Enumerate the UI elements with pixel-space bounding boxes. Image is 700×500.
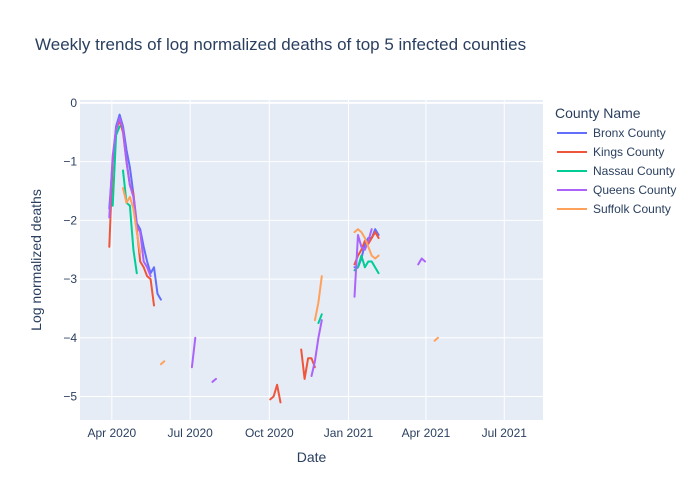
- series-line: [310, 319, 323, 377]
- series-line: [417, 257, 427, 266]
- series-line: [300, 348, 316, 380]
- grid: [80, 100, 543, 420]
- series-line: [353, 228, 373, 298]
- y-tick-label: −4: [63, 331, 77, 345]
- series-line: [433, 336, 439, 342]
- legend-title: County Name: [555, 105, 641, 121]
- y-tick-label: −5: [63, 390, 77, 404]
- y-tick-label: −1: [63, 155, 77, 169]
- series-line: [269, 383, 282, 404]
- series-line: [353, 228, 380, 260]
- legend-item[interactable]: Queens County: [557, 183, 676, 197]
- legend-item[interactable]: Suffolk County: [557, 202, 671, 216]
- legend-label: Bronx County: [593, 126, 666, 140]
- series-queens-county: [108, 116, 427, 383]
- y-tick-labels: 0 −1 −2 −3 −4 −5: [63, 96, 77, 404]
- y-tick-label: −2: [63, 213, 77, 227]
- legend-item[interactable]: Nassau County: [557, 164, 675, 178]
- x-tick-label: Jul 2021: [482, 426, 528, 440]
- chart-title: Weekly trends of log normalized deaths o…: [35, 35, 526, 54]
- x-axis-title: Date: [297, 449, 327, 465]
- series-line: [190, 336, 197, 369]
- series-line: [211, 377, 217, 383]
- legend: County Name Bronx County Kings County Nass…: [555, 105, 676, 216]
- legend-item[interactable]: Bronx County: [557, 126, 666, 140]
- legend-label: Queens County: [593, 183, 676, 197]
- x-tick-label: Jan 2021: [324, 426, 374, 440]
- y-tick-label: −3: [63, 272, 77, 286]
- legend-label: Nassau County: [593, 164, 675, 178]
- series-line: [353, 254, 380, 275]
- series-lines: [108, 113, 439, 404]
- x-tick-label: Jul 2020: [167, 426, 213, 440]
- x-tick-labels: Apr 2020 Jul 2020 Oct 2020 Jan 2021 Apr 2021…: [87, 426, 527, 440]
- series-line: [122, 187, 142, 254]
- y-axis-title: Log normalized deaths: [28, 189, 44, 331]
- series-line: [122, 169, 138, 275]
- y-tick-label: 0: [70, 96, 77, 110]
- x-tick-label: Apr 2020: [87, 426, 136, 440]
- series-line: [159, 360, 166, 366]
- plot-area: [80, 100, 543, 420]
- legend-label: Kings County: [593, 145, 664, 159]
- legend-item[interactable]: Kings County: [557, 145, 664, 159]
- series-line: [313, 275, 323, 322]
- series-suffolk-county: [122, 187, 439, 366]
- x-tick-label: Apr 2021: [402, 426, 451, 440]
- x-tick-label: Oct 2020: [245, 426, 294, 440]
- series-line: [317, 313, 323, 325]
- legend-label: Suffolk County: [593, 202, 671, 216]
- series-line: [108, 116, 152, 278]
